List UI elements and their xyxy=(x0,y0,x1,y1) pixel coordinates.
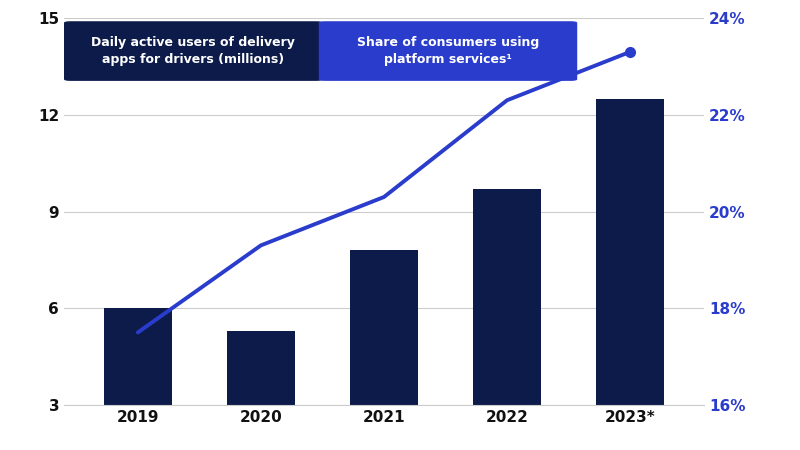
Bar xyxy=(350,250,418,450)
Bar xyxy=(227,331,294,450)
Bar xyxy=(474,189,541,450)
Bar xyxy=(104,308,172,450)
Text: Daily active users of delivery
apps for drivers (millions): Daily active users of delivery apps for … xyxy=(91,36,295,66)
Bar xyxy=(596,99,664,450)
Text: Share of consumers using
platform services¹: Share of consumers using platform servic… xyxy=(357,36,539,66)
FancyBboxPatch shape xyxy=(318,21,578,81)
FancyBboxPatch shape xyxy=(64,21,322,81)
